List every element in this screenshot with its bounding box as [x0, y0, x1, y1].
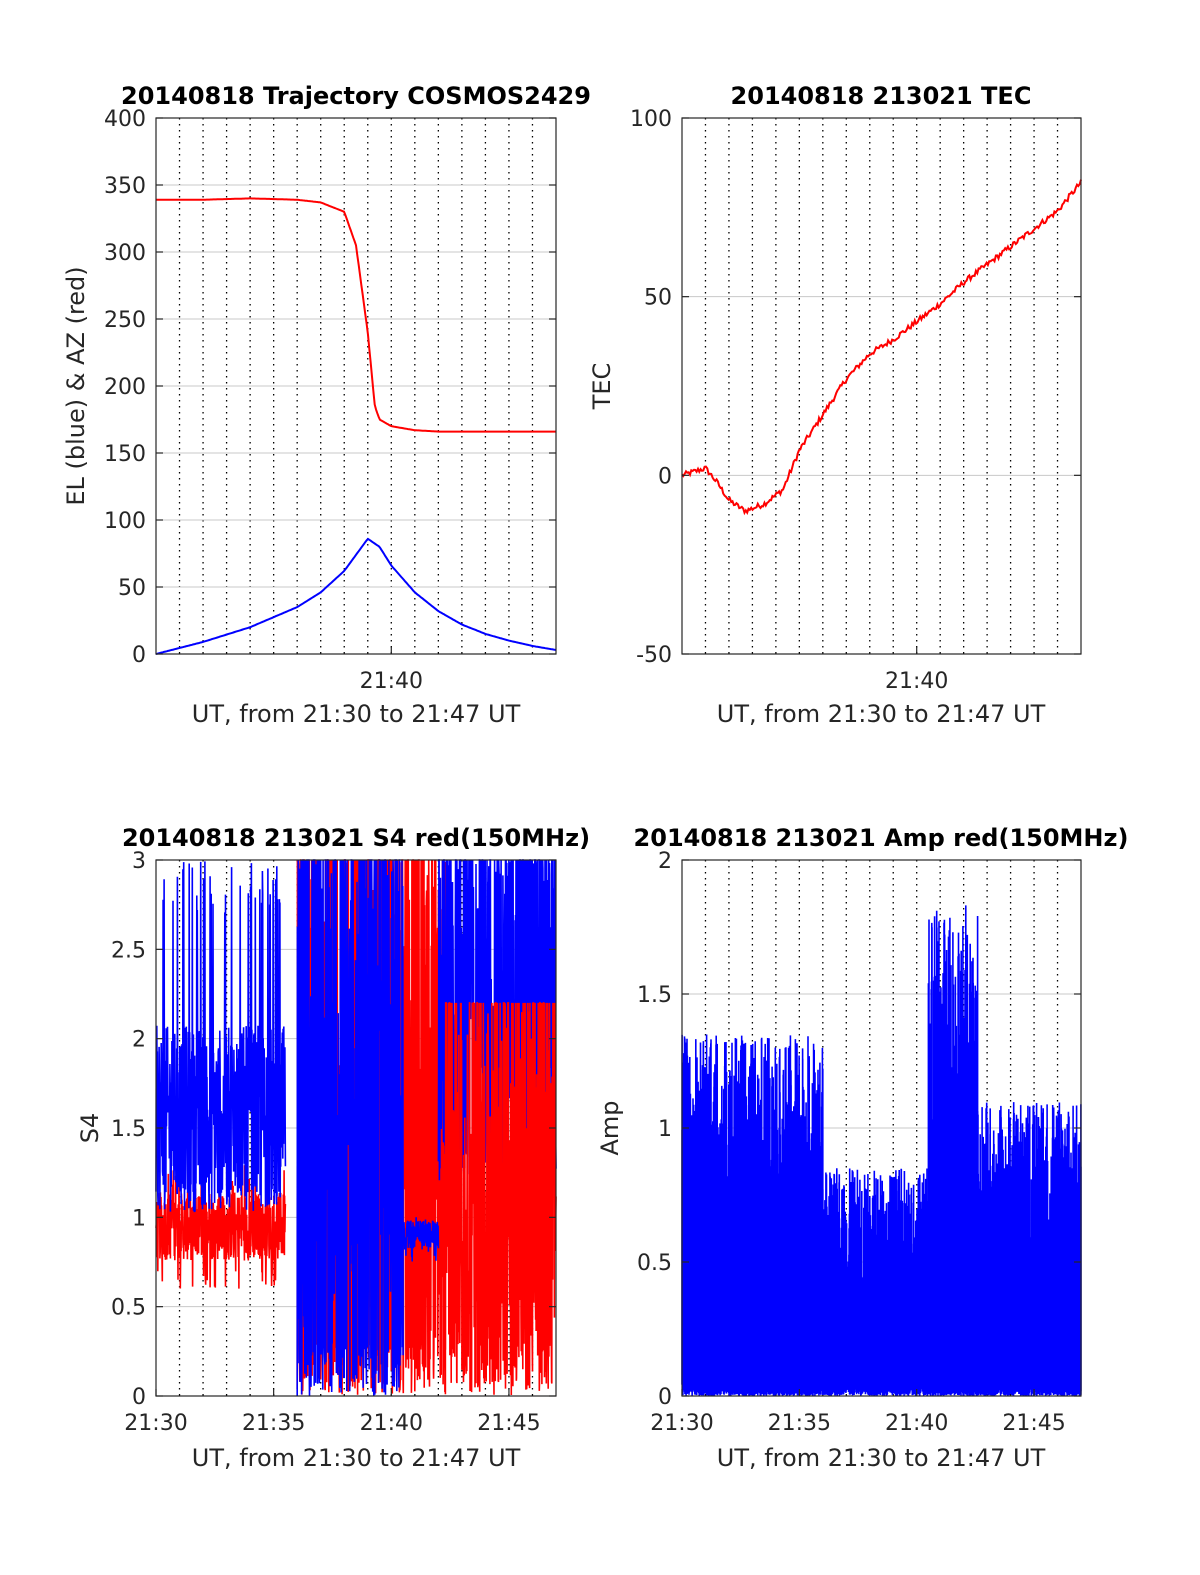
s4-xtick-label: 21:30: [124, 1411, 187, 1436]
trajectory-panel: 0 50 100 150 200 250 300 350 400 21:40 20140818 T…: [62, 82, 591, 728]
tec-xlabel: UT, from 21:30 to 21:47 UT: [717, 700, 1046, 728]
trajectory-xtick-label: 21:40: [360, 669, 423, 694]
amp-title: 20140818 213021 Amp red(150MHz): [634, 824, 1129, 852]
amp-ticks: 0 0.5 1 1.5 2 21:30 21:35 21:40 21:45: [637, 849, 1081, 1436]
tec-ytick-label: 50: [644, 286, 672, 311]
trajectory-ytick-label: 0: [132, 643, 146, 668]
amp-xlabel: UT, from 21:30 to 21:47 UT: [717, 1444, 1046, 1472]
trajectory-series: [155, 197, 557, 655]
s4-xlabel: UT, from 21:30 to 21:47 UT: [192, 1444, 521, 1472]
tec-series-line-0: [681, 179, 1082, 516]
trajectory-ylabel: EL (blue) & AZ (red): [62, 266, 90, 505]
amp-ytick-label: 2: [658, 849, 672, 874]
s4-series-segment-5: [402, 1217, 440, 1262]
s4-xtick-label: 21:35: [242, 1411, 305, 1436]
s4-title: 20140818 213021 S4 red(150MHz): [122, 824, 590, 852]
s4-ytick-label: 0.5: [111, 1296, 146, 1321]
tec-panel: -50 0 50 100 21:40 20140818 213021 TEC UT, f…: [588, 82, 1082, 728]
trajectory-xlabel: UT, from 21:30 to 21:47 UT: [192, 700, 521, 728]
s4-series-segment-3: [296, 859, 404, 1396]
amp-xtick-label: 21:30: [650, 1411, 713, 1436]
s4-series: [155, 859, 557, 1396]
trajectory-title: 20140818 Trajectory COSMOS2429: [121, 82, 591, 110]
trajectory-ytick-label: 100: [104, 509, 146, 534]
trajectory-series-line-0: [155, 537, 557, 655]
amp-xtick-label: 21:35: [768, 1411, 831, 1436]
amp-series-envelope-0: [681, 1034, 824, 1396]
amp-ytick-label: 0.5: [637, 1251, 672, 1276]
trajectory-ytick-label: 400: [104, 107, 146, 132]
s4-ytick-label: 2.5: [111, 938, 146, 963]
amp-ylabel: Amp: [596, 1100, 624, 1155]
s4-ytick-label: 1: [132, 1206, 146, 1231]
s4-series-segment-6: [444, 1002, 557, 1396]
amp-series-envelope-2: [927, 905, 979, 1396]
amp-series-envelope-1: [822, 1168, 930, 1396]
s4-ticks: 0 0.5 1 1.5 2 2.5 3 21:30 21:35 21:40 21:45: [111, 849, 556, 1436]
trajectory-ytick-label: 350: [104, 174, 146, 199]
s4-panel: 0 0.5 1 1.5 2 2.5 3 21:30 21:35 21:40 21:45 201408…: [76, 824, 590, 1472]
s4-xtick-label: 21:40: [360, 1411, 423, 1436]
tec-axes-box: [681, 117, 1082, 655]
trajectory-ticks: 0 50 100 150 200 250 300 350 400 21:40: [104, 107, 556, 694]
amp-xtick-label: 21:45: [1002, 1411, 1065, 1436]
trajectory-ytick-label: 250: [104, 308, 146, 333]
tec-series: [681, 179, 1082, 516]
s4-ytick-label: 1.5: [111, 1117, 146, 1142]
s4-ylabel: S4: [76, 1113, 104, 1144]
amp-panel: 0 0.5 1 1.5 2 21:30 21:35 21:40 21:45 20140818 2…: [596, 824, 1128, 1472]
trajectory-ytick-label: 50: [118, 576, 146, 601]
tec-xtick-label: 21:40: [885, 669, 948, 694]
s4-ytick-label: 2: [132, 1028, 146, 1053]
s4-series-segment-0: [155, 1163, 287, 1289]
trajectory-ytick-label: 150: [104, 442, 146, 467]
amp-series-envelope-3: [976, 1102, 1082, 1396]
amp-series: [681, 905, 1082, 1396]
trajectory-series-line-1: [156, 197, 556, 433]
s4-xtick-label: 21:45: [477, 1411, 540, 1436]
tec-ytick-label: 100: [630, 107, 672, 132]
tec-ticks: -50 0 50 100 21:40: [630, 107, 1081, 694]
trajectory-ytick-label: 200: [104, 375, 146, 400]
tec-ytick-label: -50: [636, 643, 672, 668]
trajectory-ytick-label: 300: [104, 241, 146, 266]
s4-series-segment-1: [155, 861, 287, 1213]
s4-ytick-label: 3: [132, 849, 146, 874]
tec-title: 20140818 213021 TEC: [731, 82, 1032, 110]
amp-xtick-label: 21:40: [885, 1411, 948, 1436]
tec-grid: [682, 118, 1081, 654]
tec-ylabel: TEC: [588, 363, 616, 411]
amp-ytick-label: 1.5: [637, 983, 672, 1008]
tec-ytick-label: 0: [658, 464, 672, 489]
s4-ytick-label: 0: [132, 1385, 146, 1410]
amp-ytick-label: 0: [658, 1385, 672, 1410]
amp-ytick-label: 1: [658, 1117, 672, 1142]
